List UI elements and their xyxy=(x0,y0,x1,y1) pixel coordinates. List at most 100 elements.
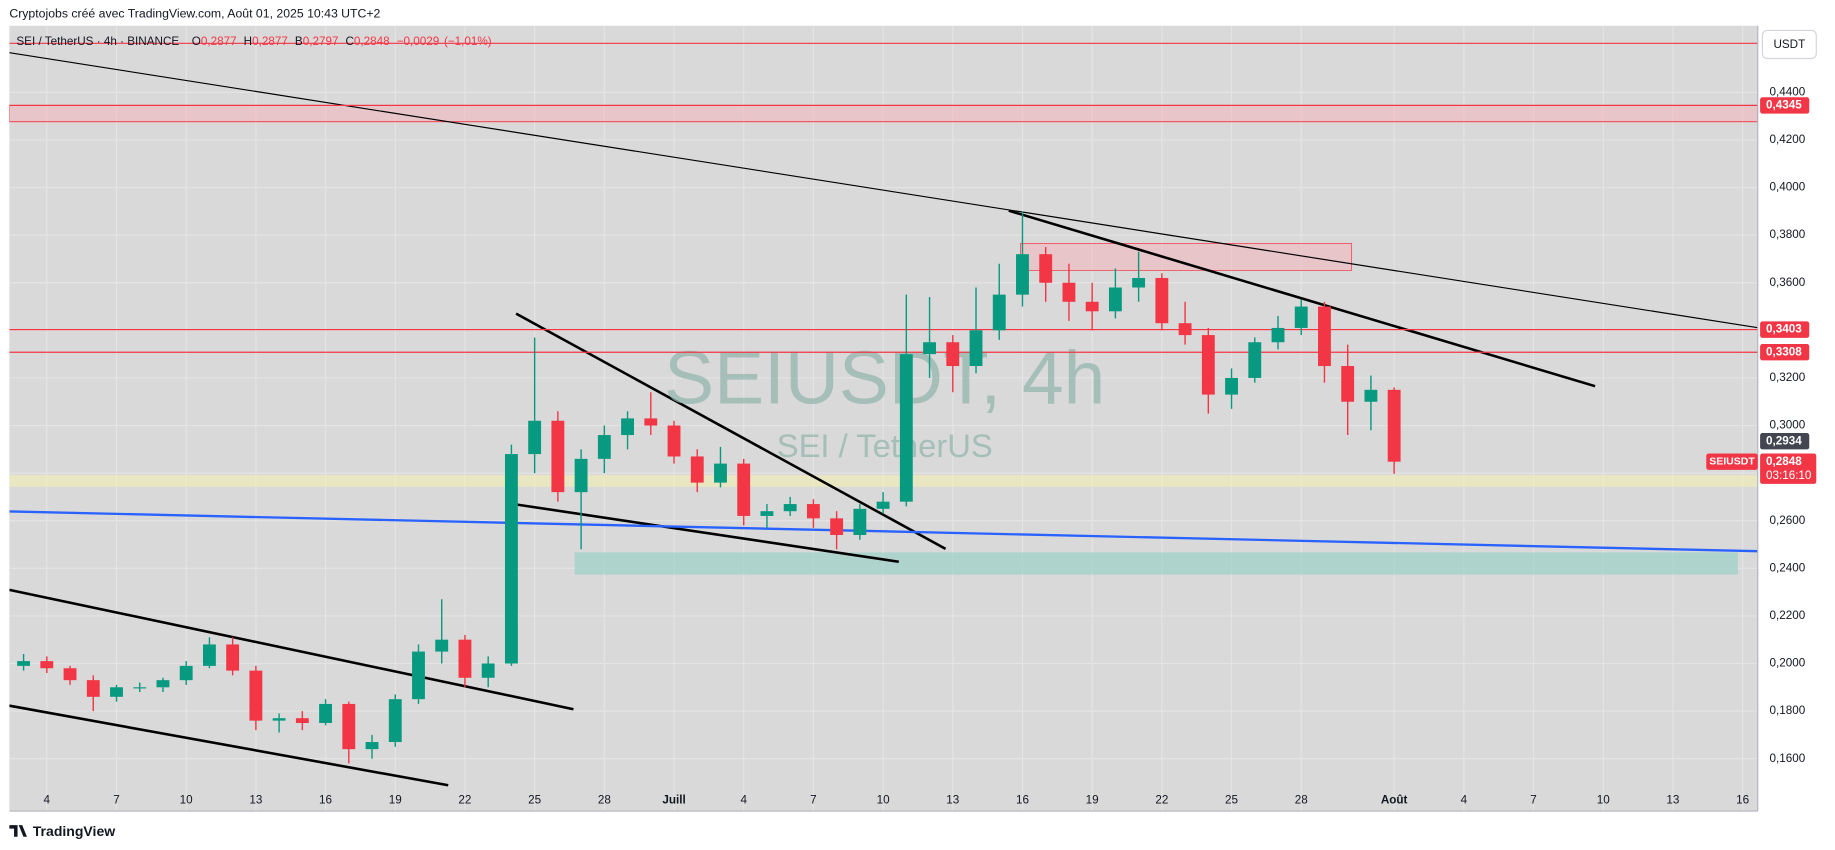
candle-body xyxy=(946,342,960,367)
logo-mark xyxy=(9,825,27,837)
legend: SEI / TetherUS · 4h · BINANCE O0,2877 H0,… xyxy=(16,35,491,48)
watermark-title: SEIUSDT, 4h xyxy=(664,336,1105,420)
legend-change: −0,0029 xyxy=(397,35,440,48)
candle-body xyxy=(992,294,1006,331)
candle-body xyxy=(528,420,542,455)
candle-body xyxy=(110,687,123,697)
candle-body xyxy=(760,511,774,516)
footer-brand: TradingView xyxy=(33,823,115,839)
candle-body xyxy=(551,420,565,493)
levels xyxy=(9,104,1758,353)
legend-value: 0,2877 xyxy=(201,35,237,48)
candle-body xyxy=(830,518,844,535)
candle-body xyxy=(365,742,379,750)
candle-body xyxy=(342,703,356,750)
y-tick-label: 0,2200 xyxy=(1769,609,1805,622)
price-tag-label: 0,4345 xyxy=(1766,99,1802,112)
price-tag xyxy=(1760,321,1810,338)
footer-logo: TradingView xyxy=(9,823,115,839)
x-tick-label: 16 xyxy=(319,794,332,807)
currency-button-label[interactable]: USDT xyxy=(1773,38,1805,51)
candle-body xyxy=(876,501,890,509)
candle-body xyxy=(156,680,170,688)
drawings xyxy=(9,42,1758,787)
x-tick-label: 10 xyxy=(1597,794,1610,807)
x-tick-label: 4 xyxy=(44,794,51,807)
candle-body xyxy=(1155,277,1169,324)
x-tick-label: 7 xyxy=(113,794,120,807)
candle-body xyxy=(249,670,263,721)
candle-body xyxy=(597,435,611,459)
candle-body xyxy=(1225,377,1238,395)
grid xyxy=(9,25,1758,812)
legend-key: C xyxy=(345,35,353,48)
candle-body xyxy=(644,418,658,426)
x-tick-label: 4 xyxy=(740,794,747,807)
candle-body xyxy=(63,668,77,681)
candle-body xyxy=(272,718,286,721)
candle-body xyxy=(86,680,100,697)
symbol-tag xyxy=(1706,453,1758,470)
candle-body xyxy=(319,703,333,723)
legend-key: B xyxy=(295,35,303,48)
last-price-tag xyxy=(1760,453,1817,484)
trendline xyxy=(9,588,574,711)
trendline xyxy=(515,312,947,551)
candle-body xyxy=(574,458,588,493)
last-price-label: 0,2848 xyxy=(1766,455,1802,468)
candle-body xyxy=(783,504,797,512)
candle-body xyxy=(969,330,983,367)
x-tick-label: 13 xyxy=(249,794,262,807)
symbol-tag-label: SEIUSDT xyxy=(1709,455,1755,467)
candle-body xyxy=(202,644,216,666)
x-tick-label: 7 xyxy=(810,794,817,807)
yellow-zone xyxy=(9,475,1758,487)
candle-body xyxy=(295,718,309,723)
countdown: 03:16:10 xyxy=(1766,469,1812,482)
x-tick-label: 25 xyxy=(528,794,541,807)
price-tag-label: 0,2934 xyxy=(1766,434,1802,447)
currency-button[interactable] xyxy=(1761,29,1817,60)
candle-body xyxy=(1085,301,1099,312)
price-tag xyxy=(1760,344,1810,361)
price-tag xyxy=(1760,433,1810,450)
candle-body xyxy=(226,644,240,671)
candle-body xyxy=(133,687,147,689)
price-tag-label: 0,3308 xyxy=(1766,345,1802,358)
x-tick-label: 22 xyxy=(1155,794,1168,807)
x-tick-label: 7 xyxy=(1530,794,1537,807)
candle-body xyxy=(1108,287,1122,312)
x-tick-label: 13 xyxy=(1666,794,1679,807)
legend-symbol: SEI / TetherUS · 4h · BINANCE xyxy=(16,35,179,48)
x-tick-label: 28 xyxy=(598,794,611,807)
x-tick-label: 19 xyxy=(1086,794,1099,807)
x-tick-label: 16 xyxy=(1016,794,1029,807)
y-tick-label: 0,3800 xyxy=(1769,228,1805,241)
candle-body xyxy=(1062,282,1076,302)
legend-key: H xyxy=(244,35,252,48)
candle-body xyxy=(667,425,681,457)
x-tick-label: Juill xyxy=(662,794,685,807)
candle-body xyxy=(179,665,193,681)
trendline xyxy=(9,510,1758,553)
legend-value: 0,2797 xyxy=(303,35,339,48)
candle-body xyxy=(737,463,751,516)
legend-value: 0,2877 xyxy=(252,35,288,48)
y-tick-label: 0,3600 xyxy=(1769,276,1805,289)
x-tick-label: 10 xyxy=(877,794,890,807)
resistance-zone xyxy=(9,104,1758,123)
trendline xyxy=(9,52,1758,329)
x-tick-label: Août xyxy=(1381,794,1408,807)
legend-key: O xyxy=(192,35,201,48)
candle-body xyxy=(1271,327,1285,343)
y-tick-label: 0,2400 xyxy=(1769,561,1805,574)
y-tick-label: 0,2600 xyxy=(1769,514,1805,527)
candle-body xyxy=(1294,306,1308,328)
candle-body xyxy=(40,661,54,669)
x-tick-label: 28 xyxy=(1295,794,1308,807)
candle-body xyxy=(1201,335,1215,395)
price-tag-label: 0,3403 xyxy=(1766,323,1802,336)
